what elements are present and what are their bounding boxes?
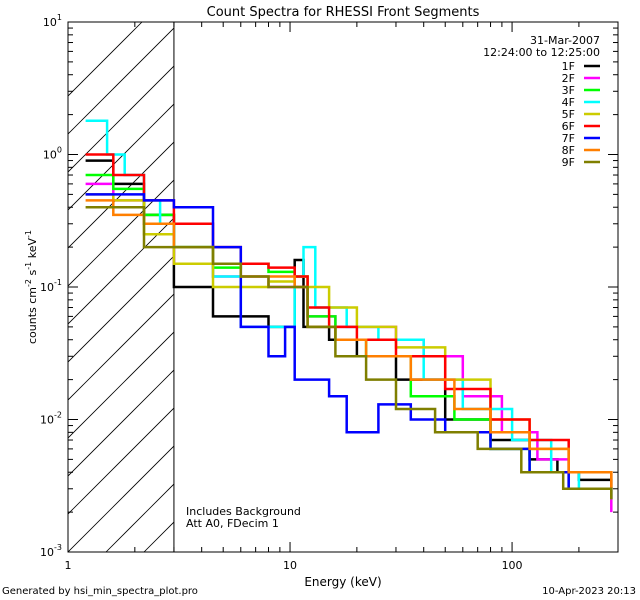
- hatch-line: [68, 217, 174, 325]
- legend-label-4F: 4F: [562, 96, 575, 109]
- footer-timestamp: 10-Apr-2023 20:13: [542, 586, 636, 597]
- hatched-region: [68, 22, 174, 552]
- legend-label-1F: 1F: [562, 60, 575, 73]
- x-tick-label: 100: [502, 559, 523, 572]
- chart-title: Count Spectra for RHESSI Front Segments: [207, 5, 480, 20]
- includes-background-note: Includes Background: [186, 505, 301, 518]
- time-range-label: 12:24:00 to 12:25:00: [483, 46, 600, 59]
- legend-label-9F: 9F: [562, 156, 575, 169]
- hatch-line: [68, 407, 174, 515]
- series-9F-line: [85, 205, 613, 500]
- x-tick-label: 10: [283, 559, 297, 572]
- hatch-line: [68, 65, 174, 173]
- x-tick-label: 1: [65, 559, 72, 572]
- footer-generated-by: Generated by hsi_min_spectra_plot.pro: [2, 586, 198, 597]
- x-tick-labels: 1 10 100: [65, 559, 523, 572]
- x-axis-label: Energy (keV): [304, 575, 381, 589]
- y-tick-label: 10-3: [40, 543, 62, 559]
- legend-label-2F: 2F: [562, 72, 575, 85]
- attenuator-note: Att A0, FDecim 1: [186, 517, 279, 530]
- y-tick-label: 101: [43, 13, 62, 29]
- hatch-line: [68, 445, 174, 552]
- series-8F-line: [85, 199, 613, 500]
- date-label: 31-Mar-2007: [530, 34, 600, 47]
- hatch-line: [68, 255, 174, 363]
- legend-label-5F: 5F: [562, 108, 575, 121]
- legend-label-3F: 3F: [562, 84, 575, 97]
- legend-label-7F: 7F: [562, 132, 575, 145]
- y-tick-labels: 10-3 10-2 10-1 100 101: [40, 13, 62, 559]
- y-tick-label: 10-2: [40, 411, 62, 427]
- hatch-line: [68, 103, 174, 211]
- series-7F-line: [85, 193, 613, 500]
- legend-label-6F: 6F: [562, 120, 575, 133]
- y-tick-label: 10-1: [40, 278, 62, 294]
- series-group: [85, 119, 613, 513]
- series-6F-line: [85, 153, 613, 489]
- y-tick-label: 100: [43, 146, 62, 162]
- hatch-line: [68, 369, 174, 477]
- legend-label-8F: 8F: [562, 144, 575, 157]
- hatch-line: [68, 27, 174, 135]
- series-4F-line: [85, 119, 613, 500]
- axis-ticks: [67, 21, 619, 553]
- y-axis-label: counts cm-2 s-1 keV-1: [24, 230, 39, 344]
